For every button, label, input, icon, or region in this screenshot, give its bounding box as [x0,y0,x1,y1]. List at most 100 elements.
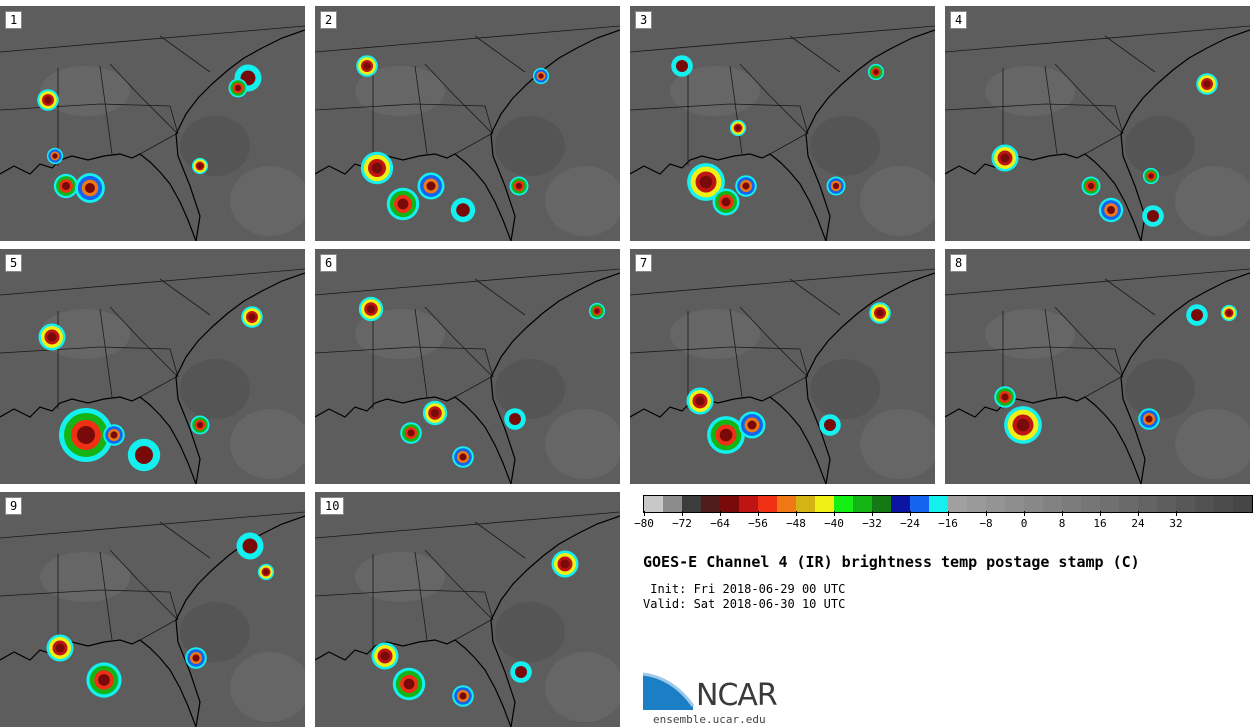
colorbar-swatch [701,496,720,512]
cloud-texture [495,359,565,419]
state-border [454,376,492,398]
convective-cell [44,96,52,104]
convective-cell [459,206,467,214]
cloud-texture [230,409,305,479]
state-border [474,278,526,316]
colorbar-tick [796,511,797,516]
cloud-texture [545,652,620,722]
panel-label: 9 [5,497,23,515]
state-border [109,306,179,378]
logo-url: ensemble.ucar.edu [653,713,766,726]
cloud-texture [670,66,760,116]
state-border [0,268,305,296]
convective-cell [138,449,150,461]
cloud-texture [40,309,130,359]
ncar-swoosh-icon [643,672,695,710]
colorbar-tick-label: −8 [979,517,993,530]
state-border [424,63,494,135]
colorbar-swatch [1195,496,1214,512]
coastline [315,639,512,727]
ir-imagery [315,511,620,727]
convective-cell [1145,415,1153,423]
panel-label: 6 [320,254,338,272]
colorbar-swatch [1100,496,1119,512]
state-border [729,308,743,398]
colorbar-tick-label: −32 [862,517,882,530]
colorbar-tick [1024,511,1025,516]
convective-cell [407,429,415,437]
colorbar-swatch [682,496,701,512]
colorbar-tick-label: 8 [1058,517,1066,530]
colorbar-swatch [853,496,872,512]
convective-cell [47,332,57,342]
valid-time: Valid: Sat 2018-06-30 10 UTC [643,597,846,611]
convective-cell [55,643,65,653]
state-border [1044,308,1058,398]
colorbar-tick-label: −72 [672,517,692,530]
panel-label: 5 [5,254,23,272]
state-border [139,619,177,641]
ir-imagery [0,268,305,484]
colorbar-swatch [1214,496,1233,512]
convective-cell [363,62,371,70]
state-border [315,268,620,296]
colorbar-swatch [910,496,929,512]
cloud-texture [1125,359,1195,419]
figure-title: GOES-E Channel 4 (IR) brightness temp po… [643,553,1140,571]
colorbar-tick-label: −64 [710,517,730,530]
state-border [739,63,809,135]
convective-cell [695,396,705,406]
convective-cell [1226,310,1232,316]
colorbar-tick [948,511,949,516]
cloud-texture [985,309,1075,359]
map-panel-7: 7 [630,249,935,484]
map-panel-9: 9 [0,492,305,727]
colorbar-tick-label: 16 [1093,517,1107,530]
map-panel-5: 5 [0,249,305,484]
panel-label: 2 [320,11,338,29]
colorbar-tick-label: −56 [748,517,768,530]
ir-imagery [0,25,305,241]
state-border [769,376,807,398]
coastline [0,639,197,727]
convective-cell [873,69,879,75]
cloud-texture [810,116,880,176]
colorbar-swatch [1062,496,1081,512]
colorbar-swatch [644,496,663,512]
colorbar-swatch [1119,496,1138,512]
coastline [175,29,305,241]
state-border [454,133,492,155]
colorbar-swatch [1138,496,1157,512]
colorbar-swatch [872,496,891,512]
coastline [630,396,827,484]
cloud-texture [495,116,565,176]
convective-cell [245,541,255,551]
state-border [945,268,1250,296]
panel-label: 3 [635,11,653,29]
colorbar-tick [872,511,873,516]
colorbar-tick [1138,511,1139,516]
state-border [414,551,428,641]
cloud-texture [180,116,250,176]
convective-cell [826,421,834,429]
state-border [139,376,177,398]
map-panel-10: 10 [315,492,620,727]
ir-imagery [0,511,305,727]
convective-cell [699,175,713,189]
state-border [769,133,807,155]
convective-cell [459,692,467,700]
convective-cell [1193,311,1201,319]
map-panel-6: 6 [315,249,620,484]
state-border [159,521,211,559]
state-border [1054,63,1124,135]
map-panel-2: 2 [315,6,620,241]
state-border [789,35,841,73]
colorbar-swatch [815,496,834,512]
convective-cell [248,313,256,321]
colorbar-swatch [967,496,986,512]
convective-cell [110,431,118,439]
colorbar-tick [720,511,721,516]
state-border [474,521,526,559]
state-border [1084,133,1122,155]
convective-cell [1148,173,1154,179]
